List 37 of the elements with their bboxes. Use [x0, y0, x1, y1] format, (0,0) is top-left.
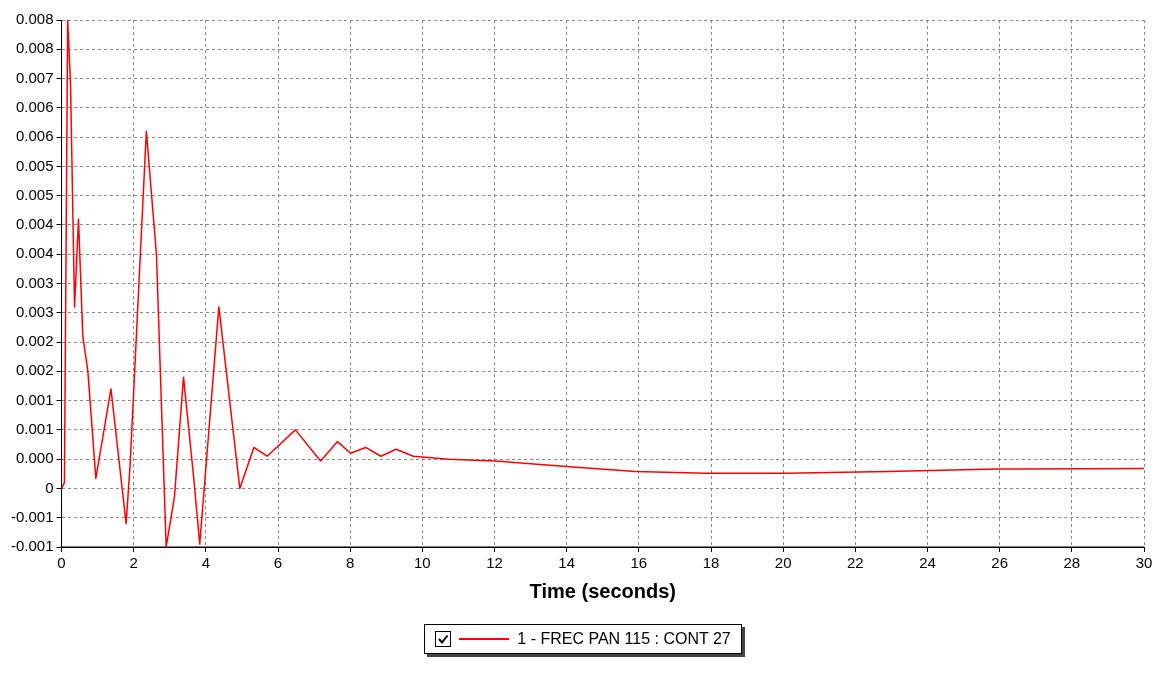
y-tick-label: 0.000 [15, 449, 54, 467]
y-tick-label: 0.008 [15, 39, 54, 57]
x-tick-label: 8 [346, 554, 355, 572]
x-tick-label: 20 [774, 554, 792, 572]
y-tick-label: 0.003 [15, 302, 54, 320]
y-tick-label: 0.007 [15, 68, 54, 86]
y-tick-label: -0.001 [10, 507, 54, 525]
y-tick-label: 0.001 [15, 390, 54, 408]
x-axis-title: Time (seconds) [529, 579, 676, 602]
legend-label: 1 - FREC PAN 115 : CONT 27 [517, 630, 731, 648]
x-tick-label: 22 [847, 554, 864, 572]
y-tick-label: 0.005 [15, 156, 54, 174]
x-tick-label: 10 [414, 554, 431, 572]
x-tick-label: 14 [558, 554, 576, 572]
y-tick-label: 0.008 [15, 10, 54, 28]
x-tick-label: 12 [486, 554, 503, 572]
y-tick-label: 0.002 [15, 361, 54, 379]
x-tick-label: 4 [201, 554, 211, 572]
y-tick-label: 0.005 [15, 185, 54, 203]
y-tick-label: 0.006 [15, 97, 54, 115]
x-tick-label: 24 [919, 554, 936, 572]
x-tick-label: 18 [702, 554, 720, 572]
x-tick-label: 6 [273, 554, 283, 572]
y-tick-label: 0.004 [15, 215, 54, 233]
x-tick-label: 16 [630, 554, 648, 572]
x-tick-label: 26 [991, 554, 1009, 572]
y-tick-label: -0.001 [10, 537, 54, 555]
x-tick-label: 0 [57, 554, 66, 572]
x-tick-label: 2 [129, 554, 138, 572]
x-tick-label: 30 [1135, 554, 1153, 572]
y-tick-label: 0.002 [15, 332, 54, 350]
y-tick-label: 0.006 [15, 127, 54, 145]
y-tick-label: 0.003 [15, 273, 54, 291]
x-tick-label: 28 [1063, 554, 1081, 572]
y-tick-label: 0.004 [15, 244, 54, 262]
y-tick-label: 0 [45, 478, 54, 496]
y-tick-label: 0.001 [15, 420, 54, 438]
